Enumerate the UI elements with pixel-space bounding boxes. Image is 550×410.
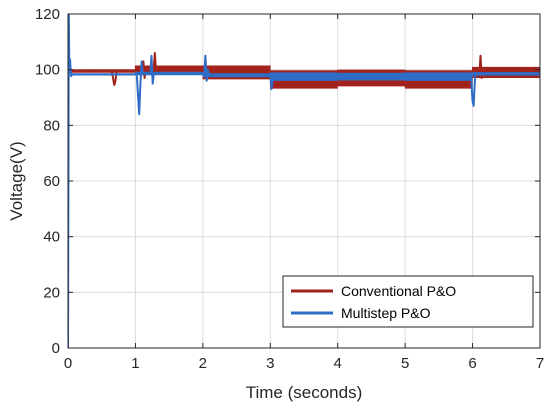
series-1-segment-6 — [471, 72, 540, 76]
legend-label-multistep: Multistep P&O — [341, 305, 431, 321]
y-tick-label-2: 40 — [43, 229, 60, 246]
x-tick-label-6: 6 — [468, 355, 476, 372]
y-tick-label-0: 0 — [52, 340, 60, 357]
series-1-transient-4 — [470, 72, 478, 107]
x-tick-label-3: 3 — [266, 355, 274, 372]
series-0-segment-7 — [471, 66, 540, 79]
y-tick-label-3: 60 — [43, 173, 60, 190]
series-1-segment-0 — [71, 73, 136, 76]
x-tick-label-4: 4 — [334, 355, 342, 372]
series-1-transient-1 — [149, 54, 155, 85]
legend-box — [282, 275, 534, 328]
series-1-segment-4 — [337, 72, 406, 81]
x-tick-label-0: 0 — [64, 355, 72, 372]
y-tick-label-6: 120 — [35, 6, 60, 23]
legend: Conventional P&O Multistep P&O — [282, 275, 534, 328]
series-0-transient-0 — [110, 70, 118, 86]
series-0-segment-1 — [70, 69, 137, 73]
legend-label-conventional: Conventional P&O — [341, 283, 456, 299]
y-tick-label-1: 20 — [43, 284, 60, 301]
x-tick-label-5: 5 — [401, 355, 409, 372]
series-1-transient-3 — [269, 75, 275, 91]
series-1-transient-2 — [203, 54, 211, 82]
series-1-segment-2 — [202, 73, 271, 78]
series-0-segment-3 — [202, 65, 271, 80]
series-1-segment-5 — [404, 72, 473, 81]
series-1-transient-0 — [135, 60, 144, 116]
y-axis-label: Voltage(V) — [7, 141, 26, 220]
series-1-segment-1 — [134, 71, 204, 76]
x-axis-label: Time (seconds) — [246, 383, 363, 402]
ticks: 0 1 2 3 4 5 6 7 0 20 40 60 80 100 120 — [35, 6, 544, 372]
y-tick-label-5: 100 — [35, 62, 60, 79]
x-tick-label-1: 1 — [131, 355, 139, 372]
x-tick-label-7: 7 — [536, 355, 544, 372]
x-tick-label-2: 2 — [199, 355, 207, 372]
series-0-transient-2 — [152, 51, 159, 74]
y-tick-label-4: 80 — [43, 117, 60, 134]
series-1-segment-3 — [269, 72, 339, 81]
